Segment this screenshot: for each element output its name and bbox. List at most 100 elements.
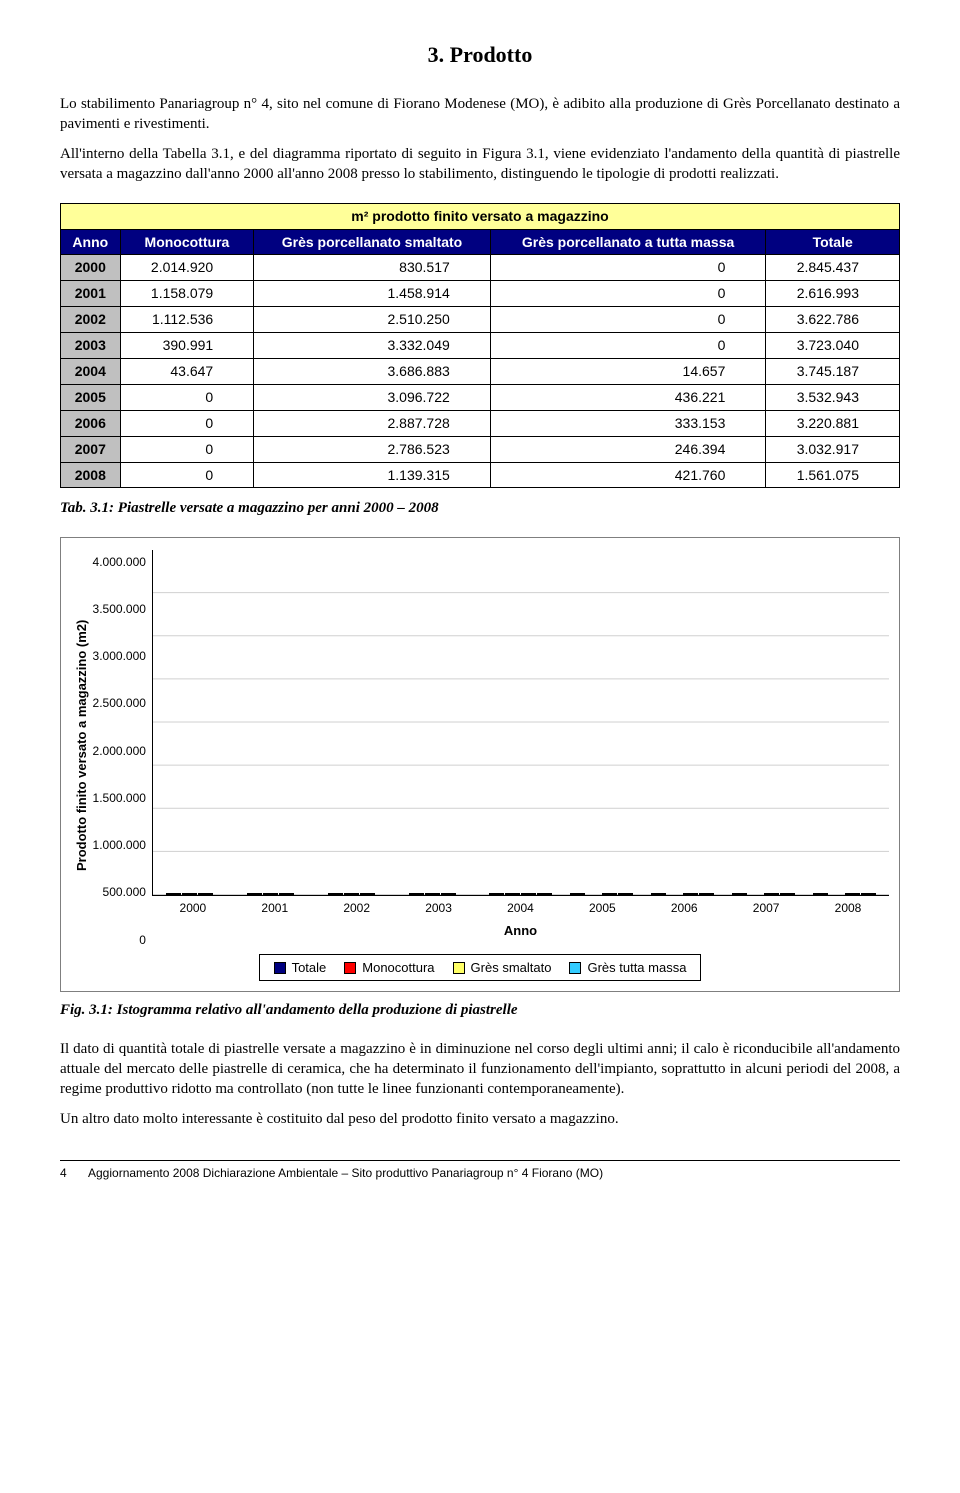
y-tick-label: 500.000 bbox=[93, 886, 146, 898]
table-value-cell: 333.153 bbox=[490, 410, 766, 436]
x-tick-label: 2003 bbox=[398, 900, 480, 916]
table-title: m² prodotto finito versato a magazzino bbox=[61, 203, 900, 229]
legend-label: Monocottura bbox=[362, 959, 434, 977]
table-row: 200503.096.722436.2213.532.943 bbox=[61, 384, 900, 410]
bar bbox=[441, 893, 456, 895]
table-row: 20011.158.0791.458.91402.616.993 bbox=[61, 281, 900, 307]
table-value-cell: 1.139.315 bbox=[254, 462, 491, 488]
page-footer: 4 Aggiornamento 2008 Dichiarazione Ambie… bbox=[60, 1160, 900, 1181]
table-value-cell: 3.032.917 bbox=[766, 436, 900, 462]
table-column-header: Monocottura bbox=[120, 229, 254, 255]
legend-label: Totale bbox=[292, 959, 327, 977]
x-tick-label: 2005 bbox=[561, 900, 643, 916]
table-year-cell: 2008 bbox=[61, 462, 121, 488]
table-row: 20002.014.920830.51702.845.437 bbox=[61, 255, 900, 281]
table-value-cell: 1.458.914 bbox=[254, 281, 491, 307]
bar bbox=[425, 893, 440, 895]
bar bbox=[651, 893, 666, 895]
bar bbox=[521, 893, 536, 895]
table-value-cell: 3.622.786 bbox=[766, 307, 900, 333]
y-tick-label: 0 bbox=[93, 934, 146, 946]
chart-y-label: Prodotto finito versato a magazzino (m2) bbox=[71, 550, 93, 940]
bar-group bbox=[561, 893, 642, 895]
table-value-cell: 3.220.881 bbox=[766, 410, 900, 436]
table-year-cell: 2005 bbox=[61, 384, 121, 410]
table-value-cell: 2.616.993 bbox=[766, 281, 900, 307]
table-value-cell: 0 bbox=[490, 281, 766, 307]
bar-group bbox=[319, 893, 400, 895]
table-year-cell: 2007 bbox=[61, 436, 121, 462]
x-tick-label: 2002 bbox=[316, 900, 398, 916]
bar-group bbox=[723, 893, 804, 895]
bar bbox=[780, 893, 795, 895]
table-value-cell: 3.532.943 bbox=[766, 384, 900, 410]
bar bbox=[247, 893, 262, 895]
table-value-cell: 2.887.728 bbox=[254, 410, 491, 436]
table-value-cell: 0 bbox=[490, 307, 766, 333]
bar bbox=[166, 893, 181, 895]
bar-group bbox=[481, 893, 562, 895]
table-value-cell: 2.786.523 bbox=[254, 436, 491, 462]
paragraph-4: Un altro dato molto interessante è costi… bbox=[60, 1109, 900, 1129]
table-value-cell: 0 bbox=[120, 384, 254, 410]
y-tick-label: 3.500.000 bbox=[93, 603, 146, 615]
table-value-cell: 3.723.040 bbox=[766, 333, 900, 359]
table-value-cell: 830.517 bbox=[254, 255, 491, 281]
bar bbox=[732, 893, 747, 895]
section-title: 3. Prodotto bbox=[60, 40, 900, 70]
y-tick-label: 3.000.000 bbox=[93, 650, 146, 662]
legend-item: Totale bbox=[274, 959, 327, 977]
bar bbox=[505, 893, 520, 895]
bar bbox=[764, 893, 779, 895]
page-number: 4 bbox=[60, 1165, 78, 1181]
table-header-row: AnnoMonocotturaGrès porcellanato smaltat… bbox=[61, 229, 900, 255]
table-year-cell: 2004 bbox=[61, 359, 121, 385]
table-year-cell: 2003 bbox=[61, 333, 121, 359]
y-tick-label: 1.000.000 bbox=[93, 839, 146, 851]
x-tick-label: 2008 bbox=[807, 900, 889, 916]
table-value-cell: 43.647 bbox=[120, 359, 254, 385]
x-tick-label: 2007 bbox=[725, 900, 807, 916]
table-year-cell: 2002 bbox=[61, 307, 121, 333]
x-tick-label: 2000 bbox=[152, 900, 234, 916]
table-year-cell: 2000 bbox=[61, 255, 121, 281]
legend-label: Grès smaltato bbox=[471, 959, 552, 977]
bar-group bbox=[157, 893, 238, 895]
bar bbox=[360, 893, 375, 895]
table-row: 200702.786.523246.3943.032.917 bbox=[61, 436, 900, 462]
paragraph-3: Il dato di quantità totale di piastrelle… bbox=[60, 1039, 900, 1100]
bar bbox=[813, 893, 828, 895]
table-value-cell: 0 bbox=[490, 333, 766, 359]
bar bbox=[570, 893, 585, 895]
bar bbox=[344, 893, 359, 895]
table-value-cell: 0 bbox=[120, 410, 254, 436]
table-value-cell: 2.510.250 bbox=[254, 307, 491, 333]
bar bbox=[861, 893, 876, 895]
x-tick-label: 2004 bbox=[480, 900, 562, 916]
table-value-cell: 3.745.187 bbox=[766, 359, 900, 385]
bar bbox=[198, 893, 213, 895]
legend-item: Monocottura bbox=[344, 959, 434, 977]
bar-group bbox=[642, 893, 723, 895]
bar bbox=[279, 893, 294, 895]
bar bbox=[699, 893, 714, 895]
bar-group bbox=[804, 893, 885, 895]
table-value-cell: 0 bbox=[120, 462, 254, 488]
legend-item: Grès smaltato bbox=[453, 959, 552, 977]
table-row: 200602.887.728333.1533.220.881 bbox=[61, 410, 900, 436]
bar bbox=[537, 893, 552, 895]
table-row: 200443.6473.686.88314.6573.745.187 bbox=[61, 359, 900, 385]
table-value-cell: 3.686.883 bbox=[254, 359, 491, 385]
bar bbox=[409, 893, 424, 895]
chart-y-axis: 0500.0001.000.0001.500.0002.000.0002.500… bbox=[93, 550, 152, 940]
table-column-header: Grès porcellanato smaltato bbox=[254, 229, 491, 255]
table-row: 200801.139.315421.7601.561.075 bbox=[61, 462, 900, 488]
y-tick-label: 1.500.000 bbox=[93, 792, 146, 804]
chart-area: Prodotto finito versato a magazzino (m2)… bbox=[71, 550, 889, 940]
table-value-cell: 2.845.437 bbox=[766, 255, 900, 281]
legend-swatch bbox=[344, 962, 356, 974]
chart-x-label: Anno bbox=[152, 916, 889, 940]
table-caption: Tab. 3.1: Piastrelle versate a magazzino… bbox=[60, 498, 900, 518]
footer-text: Aggiornamento 2008 Dichiarazione Ambient… bbox=[88, 1165, 603, 1181]
y-tick-label: 2.500.000 bbox=[93, 697, 146, 709]
